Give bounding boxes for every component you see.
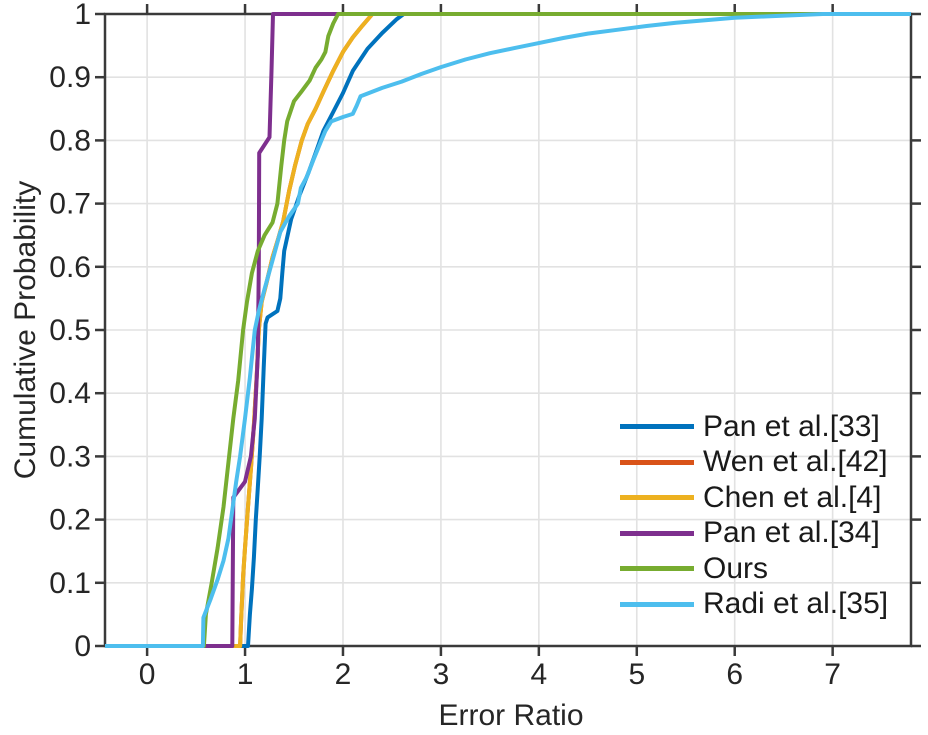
y-tick-label: 0.4 — [49, 377, 91, 410]
y-tick-label: 0.6 — [49, 251, 91, 284]
legend-item-ours: Ours — [620, 551, 888, 587]
legend-label: Chen et al.[4] — [703, 480, 882, 514]
y-tick-label: 0.2 — [49, 504, 91, 537]
legend-line-swatch — [620, 566, 694, 572]
x-tick-label: 2 — [335, 658, 352, 691]
y-tick-label: 1 — [74, 0, 91, 31]
legend-line-swatch — [620, 424, 694, 430]
curve-pan-et-al-33 — [105, 12, 911, 648]
legend-item-pan-33: Pan et al.[33] — [620, 409, 888, 445]
legend-line-swatch — [620, 495, 694, 501]
legend-line-swatch — [620, 459, 694, 465]
x-tick-label: 1 — [237, 658, 254, 691]
x-axis-title: Error Ratio — [438, 699, 584, 732]
legend-label: Pan et al.[33] — [703, 409, 880, 443]
curve-ours — [105, 12, 911, 648]
legend-label: Pan et al.[34] — [703, 516, 880, 550]
legend-item-radi-35: Radi et al.[35] — [620, 587, 888, 623]
legend-label: Radi et al.[35] — [703, 587, 889, 621]
legend-item-chen-4: Chen et al.[4] — [620, 480, 888, 516]
y-tick-label: 0.7 — [49, 188, 91, 221]
y-tick-label: 0 — [74, 630, 91, 663]
legend: Pan et al.[33] Wen et al.[42] Chen et al… — [620, 409, 888, 622]
x-tick-label: 5 — [628, 658, 645, 691]
curve-radi-et-al-35 — [105, 12, 911, 648]
x-tick-label: 7 — [824, 658, 841, 691]
y-tick-label: 0.3 — [49, 440, 91, 473]
x-tick-label: 6 — [726, 658, 743, 691]
legend-label: Ours — [703, 551, 769, 585]
x-tick-label: 3 — [433, 658, 450, 691]
legend-label: Wen et al.[42] — [703, 445, 888, 479]
legend-line-swatch — [620, 530, 694, 536]
y-tick-label: 0.9 — [49, 61, 91, 94]
x-tick-label: 4 — [531, 658, 548, 691]
curve-pan-et-al-34 — [105, 12, 911, 648]
y-tick-label: 0.5 — [49, 314, 91, 347]
legend-item-wen-42: Wen et al.[42] — [620, 445, 888, 481]
y-tick-label: 0.1 — [49, 567, 91, 600]
x-tick-label: 0 — [139, 658, 156, 691]
legend-item-pan-34: Pan et al.[34] — [620, 516, 888, 552]
legend-line-swatch — [620, 601, 694, 607]
y-tick-label: 0.8 — [49, 124, 91, 157]
y-axis-title: Cumulative Probability — [9, 180, 42, 480]
